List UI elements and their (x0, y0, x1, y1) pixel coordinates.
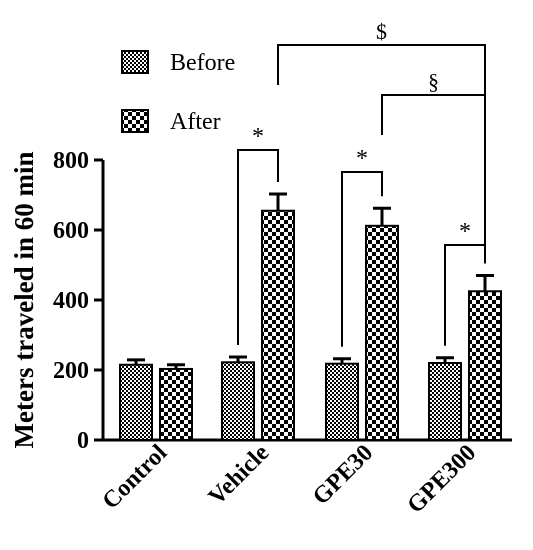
y-tick-label-400: 400 (53, 288, 89, 314)
y-tick-label-600: 600 (53, 218, 89, 244)
x-tick-label-gpe300: GPE300 (403, 440, 482, 519)
significance-brackets: * * * § $ (237, 19, 486, 347)
bar-gpe300-before (428, 362, 462, 441)
bracket-symbol-3: * (459, 219, 471, 245)
bracket-symbol-2: * (356, 146, 368, 172)
legend-swatch-after (121, 109, 149, 133)
y-tick-label-200: 200 (53, 358, 89, 384)
x-tick-label-gpe30: GPE30 (308, 440, 378, 510)
y-axis-label: Meters traveled in 60 min (9, 152, 39, 449)
bar-gpe30-before (325, 362, 359, 442)
bracket-symbol-5: $ (376, 19, 387, 44)
bracket-5 (277, 44, 486, 264)
bracket-2 (341, 171, 383, 347)
bracket-1 (237, 149, 279, 346)
x-tick-label-control: Control (98, 440, 173, 515)
bracket-symbol-4: § (428, 69, 439, 94)
legend-swatch-before (121, 50, 149, 74)
bar-control-after (159, 367, 193, 442)
y-tick-label-800: 800 (53, 148, 89, 174)
legend-label-after: After (170, 109, 221, 135)
bar-gpe300-after (468, 290, 502, 441)
bar-control-before (119, 363, 153, 441)
y-tick-label-0: 0 (77, 428, 89, 454)
legend: Before After (121, 50, 235, 135)
bar-vehicle-before (221, 361, 255, 441)
bar-vehicle-after (261, 209, 295, 441)
error-bars (127, 192, 494, 369)
x-tick-label-vehicle: Vehicle (204, 440, 275, 511)
legend-label-before: Before (170, 50, 235, 76)
bracket-symbol-1: * (252, 124, 264, 150)
bar-gpe30-after (365, 224, 399, 441)
bars (119, 209, 502, 442)
